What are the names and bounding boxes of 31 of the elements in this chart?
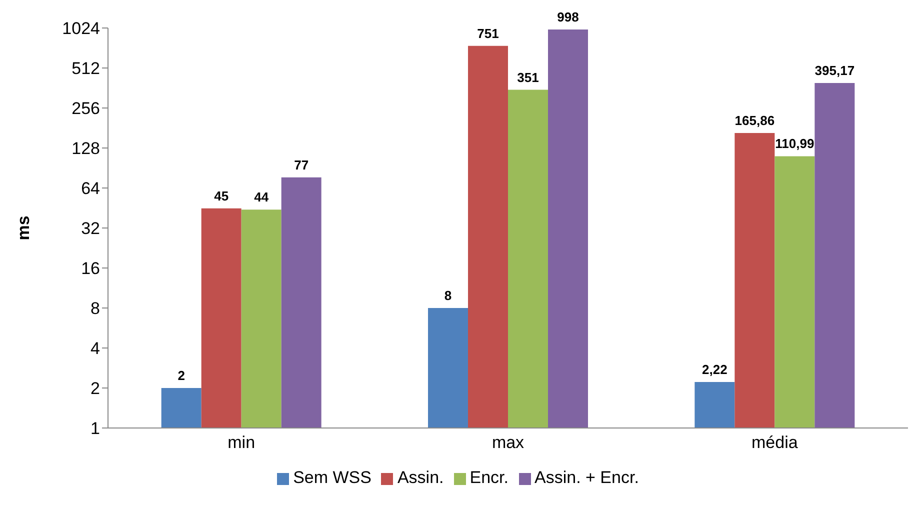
data-label: 77	[294, 157, 309, 172]
data-label: 395,17	[814, 62, 855, 78]
data-label: 751	[477, 26, 499, 41]
legend-label: Assin.	[397, 468, 444, 487]
legend-label: Assin. + Encr.	[534, 468, 639, 487]
y-axis-title: ms	[14, 216, 34, 240]
y-tick-label: 32	[81, 219, 100, 238]
y-tick-label: 256	[72, 99, 100, 118]
y-tick-label: 1024	[62, 19, 100, 38]
y-tick-label: 16	[81, 259, 100, 278]
x-tick-label: média	[752, 433, 798, 452]
data-label: 45	[214, 188, 229, 204]
y-tick-label: 128	[72, 139, 100, 158]
y-tick-label: 1	[90, 419, 100, 438]
y-tick-label: 512	[72, 59, 100, 78]
legend-label: Sem WSS	[293, 468, 372, 487]
data-label: 165,86	[734, 113, 775, 128]
x-tick-label: min	[228, 433, 256, 452]
y-tick-label: 4	[90, 339, 100, 358]
data-label: 2	[178, 368, 185, 383]
data-label: 998	[557, 9, 579, 24]
data-label: 110,99	[775, 136, 814, 152]
y-tick-label: 2	[90, 379, 100, 398]
legend-label: Encr.	[470, 468, 509, 487]
x-tick-label: max	[492, 433, 525, 452]
data-label: 2,22	[702, 362, 728, 377]
y-tick-label: 8	[90, 299, 100, 318]
data-label: 351	[517, 70, 539, 85]
data-label: 44	[254, 190, 270, 205]
y-tick-label: 64	[81, 179, 100, 198]
data-label: 8	[444, 288, 452, 303]
